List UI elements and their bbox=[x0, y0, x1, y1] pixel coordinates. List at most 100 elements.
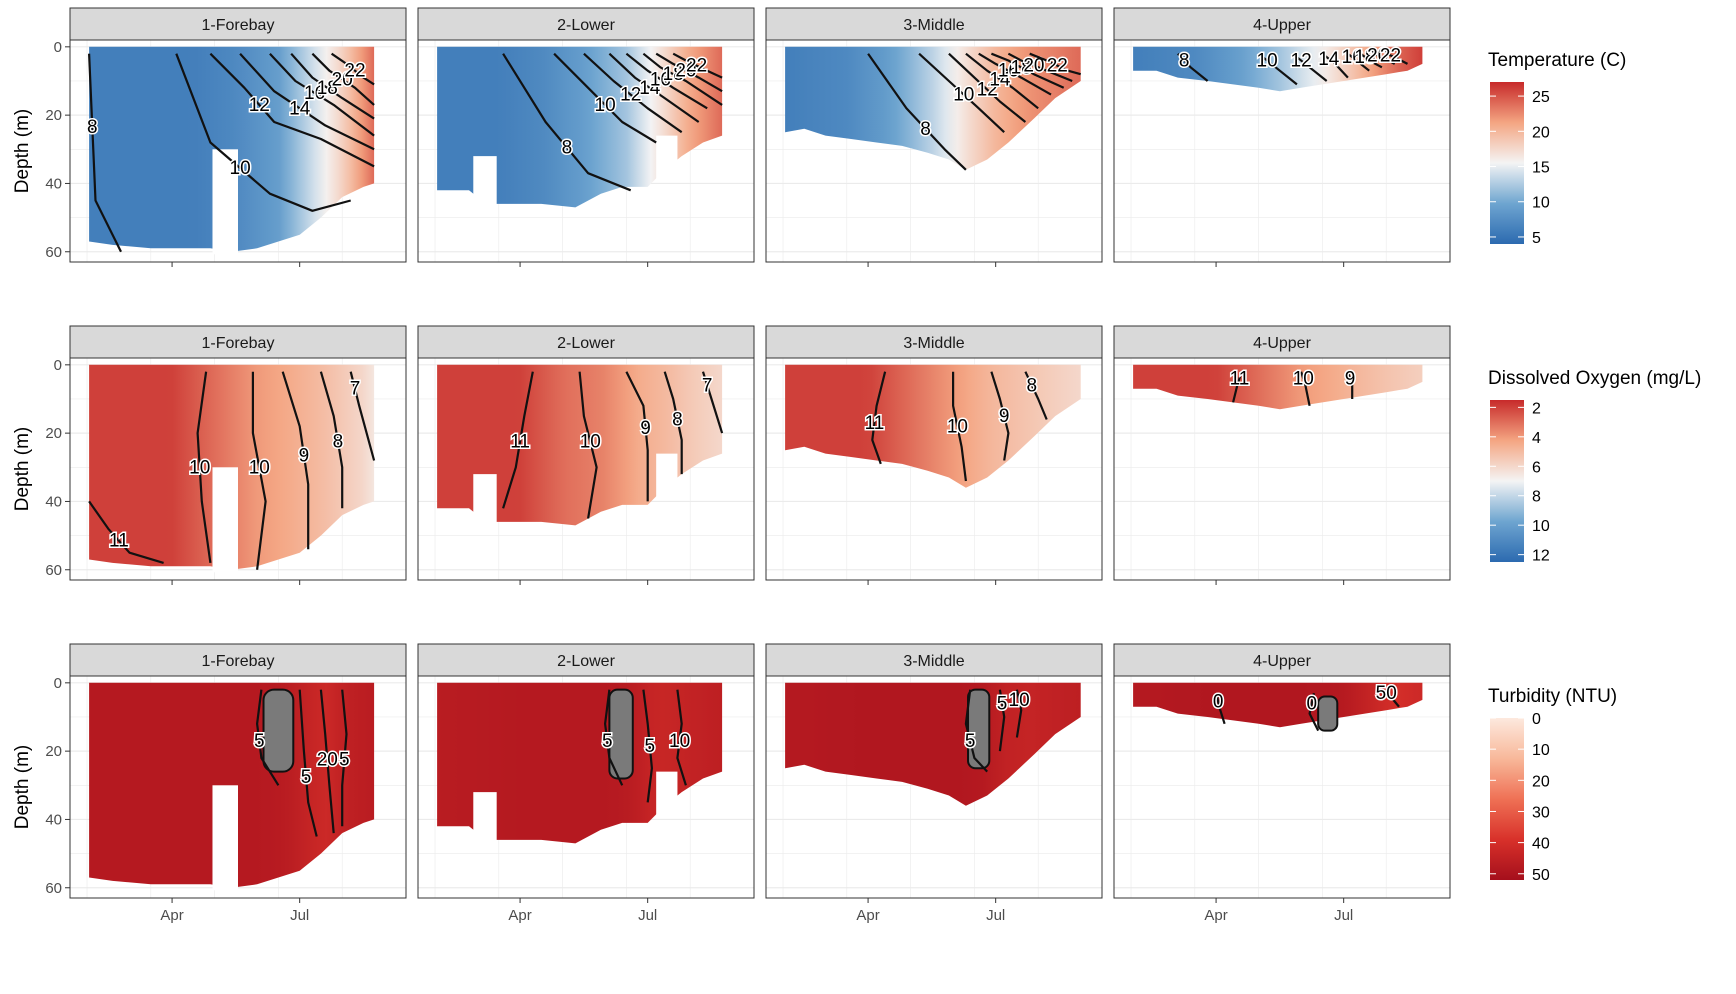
contour-label: 7 bbox=[702, 375, 713, 396]
contour-line bbox=[1215, 692, 1226, 725]
contour-line bbox=[239, 52, 375, 151]
contour-label: 10 bbox=[1009, 690, 1030, 711]
y-axis-title: Depth (m) bbox=[12, 745, 33, 829]
contour-line bbox=[1308, 692, 1320, 732]
contour-line bbox=[978, 52, 1052, 96]
data-gap bbox=[473, 474, 497, 526]
out-of-range-patch bbox=[608, 688, 634, 780]
panel-border bbox=[69, 357, 407, 581]
legend-tick-label: 6 bbox=[1532, 459, 1541, 476]
contour-label: 5 bbox=[997, 693, 1008, 714]
contour-lines: 11 10 9 bbox=[1228, 367, 1357, 407]
panel-border bbox=[417, 357, 755, 581]
facet-label: 4-Upper bbox=[1253, 653, 1311, 670]
contour-label: 8 bbox=[562, 138, 573, 159]
contour-line bbox=[1015, 689, 1023, 738]
legend-colorbar bbox=[1490, 400, 1524, 562]
contour-label: 9 bbox=[299, 445, 310, 466]
legend-tick-label: 40 bbox=[1532, 836, 1550, 853]
contour-line bbox=[256, 689, 280, 786]
contour-label: 8 bbox=[672, 410, 683, 431]
contour-label: 10 bbox=[947, 416, 968, 437]
contour-label: 5 bbox=[339, 750, 350, 771]
x-tick-label: Jul bbox=[290, 907, 309, 924]
y-tick-label: 40 bbox=[45, 811, 62, 828]
contour-line bbox=[1300, 371, 1311, 407]
contour-label: 14 bbox=[289, 98, 311, 119]
contour-line bbox=[1257, 52, 1298, 86]
y-tick-label: 40 bbox=[45, 493, 62, 510]
y-tick-label: 0 bbox=[54, 675, 62, 692]
legend-dissolved_oxygen: Dissolved Oxygen (mg/L) 2 4 6 8 10 12 bbox=[1488, 368, 1701, 565]
panel-border bbox=[69, 675, 407, 899]
panel-border bbox=[765, 39, 1103, 263]
contour-label: 16 bbox=[1342, 47, 1363, 68]
data-gap bbox=[473, 792, 497, 844]
heatmap-field bbox=[437, 46, 723, 208]
y-tick-label: 20 bbox=[45, 743, 62, 760]
contour-lines: 5 5 10 bbox=[601, 689, 692, 803]
contour-label: 0 bbox=[1307, 693, 1318, 714]
contour-label: 8 bbox=[1027, 375, 1038, 396]
facet-strip bbox=[69, 7, 407, 41]
facet-strip bbox=[69, 325, 407, 359]
panel-border bbox=[69, 39, 407, 263]
contour-label: 10 bbox=[1257, 51, 1278, 72]
legend-turbidity: Turbidity (NTU) 0 10 20 30 40 50 bbox=[1488, 686, 1617, 884]
contour-label: 0 bbox=[1213, 692, 1224, 713]
out-of-range-patch bbox=[967, 688, 991, 770]
contour-label: 8 bbox=[87, 117, 98, 138]
contour-line bbox=[1346, 371, 1354, 399]
contour-line bbox=[1024, 371, 1048, 420]
contour-line bbox=[583, 52, 683, 134]
contour-line bbox=[965, 52, 1039, 110]
contour-line bbox=[608, 52, 700, 123]
contour-line bbox=[319, 371, 344, 509]
contour-label: 12 bbox=[977, 80, 998, 101]
panel-border bbox=[1113, 675, 1451, 899]
contour-line bbox=[1360, 52, 1383, 69]
contour-line bbox=[319, 689, 335, 834]
contour-label: 20 bbox=[1367, 45, 1388, 66]
contour-label: 11 bbox=[865, 413, 885, 434]
y-axis-temperature: 0 20 40 60 Depth (m) bbox=[12, 39, 70, 261]
contour-line bbox=[918, 52, 1005, 134]
panel-border bbox=[417, 675, 755, 899]
legend-tick-label: 15 bbox=[1532, 160, 1550, 177]
y-tick-label: 20 bbox=[45, 425, 62, 442]
x-tick-label: Jul bbox=[986, 907, 1005, 924]
contour-line bbox=[998, 689, 1006, 752]
facet-label: 2-Lower bbox=[557, 335, 615, 352]
contour-line bbox=[1176, 52, 1209, 82]
legend-title: Turbidity (NTU) bbox=[1488, 686, 1617, 707]
heatmap-field bbox=[1133, 682, 1423, 728]
contour-label: 8 bbox=[920, 119, 931, 140]
contour-line bbox=[1321, 52, 1349, 79]
contour-line bbox=[871, 371, 887, 465]
y-tick-label: 60 bbox=[45, 244, 62, 261]
contour-line bbox=[196, 371, 212, 564]
legend-title: Dissolved Oxygen (mg/L) bbox=[1488, 368, 1701, 389]
legend-title: Temperature (C) bbox=[1488, 50, 1626, 71]
contour-label: 10 bbox=[230, 158, 251, 179]
heatmap-field bbox=[785, 682, 1081, 806]
heatmap-field bbox=[437, 682, 723, 844]
contour-line bbox=[209, 52, 375, 168]
contour-label: 10 bbox=[249, 457, 270, 478]
contour-line bbox=[578, 371, 598, 519]
data-gap bbox=[212, 149, 238, 255]
contour-line bbox=[1232, 371, 1243, 403]
y-axis-dissolved_oxygen: 0 20 40 60 Depth (m) bbox=[12, 357, 70, 579]
contour-label: 16 bbox=[998, 61, 1019, 82]
contour-line bbox=[330, 52, 375, 86]
contour-line bbox=[990, 371, 1010, 461]
facet-strip bbox=[417, 643, 755, 677]
contour-line bbox=[701, 371, 724, 434]
contour-line bbox=[1381, 688, 1400, 708]
contour-label: 11 bbox=[1230, 369, 1250, 390]
